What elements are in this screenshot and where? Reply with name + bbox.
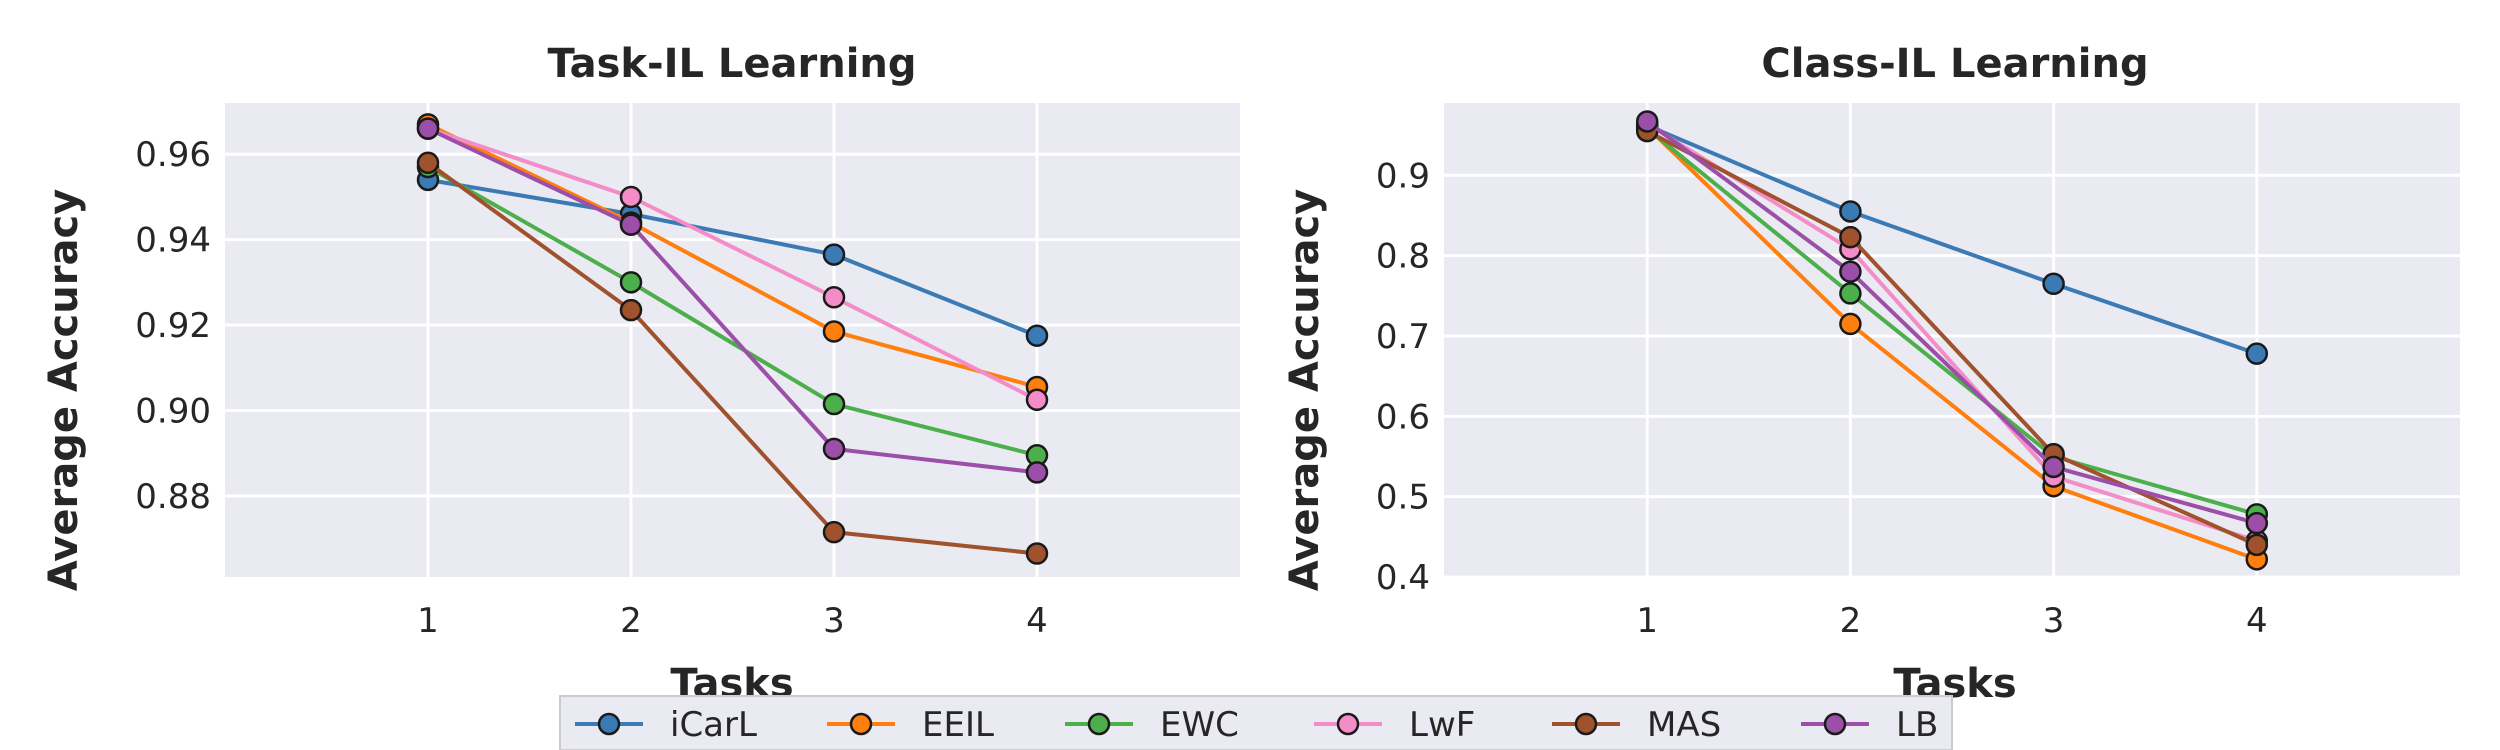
series-line [1646, 129, 2258, 547]
y-tick-label: 0.88 [135, 477, 211, 517]
data-point [619, 185, 643, 209]
y-tick-label: 0.8 [1376, 237, 1430, 277]
y-tick-label: 0.96 [135, 135, 211, 175]
y-tick-label: 0.9 [1376, 156, 1430, 196]
data-point [1635, 110, 1659, 133]
y-axis-label: Average Accuracy [1282, 189, 1328, 592]
x-tick-label: 4 [2246, 601, 2268, 641]
legend-entry: EWC [1065, 705, 1239, 745]
x-tick-label: 1 [1636, 601, 1658, 641]
legend: iCarL EEIL EWC LwF MAS LB [559, 695, 1953, 750]
series-line [427, 126, 1038, 402]
data-point [1839, 200, 1862, 223]
legend-marker [1336, 712, 1360, 736]
series-lb [1635, 110, 2269, 535]
legend-label: LwF [1409, 705, 1475, 745]
series-line [427, 165, 1038, 458]
data-point [2245, 342, 2269, 365]
x-tick-label: 2 [1840, 601, 1862, 641]
series-mas [416, 151, 1049, 565]
x-tick-label: 3 [823, 601, 845, 641]
data-point [2042, 455, 2065, 479]
legend-marker [1823, 712, 1847, 736]
data-point [822, 392, 846, 416]
legend-label: LB [1896, 705, 1938, 745]
data-point [822, 243, 846, 266]
gridlines [1444, 103, 2460, 579]
y-tick-label: 0.4 [1376, 558, 1430, 598]
data-point [619, 271, 643, 294]
data-point [822, 320, 846, 343]
data-point [1839, 312, 1862, 336]
legend-label: EWC [1160, 705, 1239, 745]
series-line [427, 122, 1038, 389]
data-point [822, 286, 846, 309]
y-axis-label: Average Accuracy [41, 189, 87, 592]
legend-label: iCarL [670, 705, 757, 745]
class-il-chart: Class-IL Learning Tasks Average Accuracy… [1282, 41, 2460, 707]
data-point [1025, 461, 1049, 484]
legend-marker [597, 712, 621, 736]
y-tick-label: 0.6 [1376, 397, 1430, 437]
x-tick-label: 3 [2043, 601, 2065, 641]
legend-entry: LB [1801, 705, 1938, 745]
data-point [1839, 282, 1862, 305]
task-il-chart: Task-IL Learning Tasks Average Accuracy … [41, 41, 1240, 707]
legend-marker [849, 712, 873, 736]
data-point [619, 298, 643, 322]
y-tick-label: 0.7 [1376, 317, 1430, 357]
data-point [1025, 324, 1049, 347]
chart-title: Task-IL Learning [547, 41, 916, 87]
data-point [2245, 533, 2269, 557]
legend-label: EEIL [922, 705, 994, 745]
data-point [2245, 511, 2269, 535]
x-tick-label: 4 [1026, 601, 1048, 641]
data-point [416, 117, 440, 140]
series-line [1645, 125, 2258, 562]
legend-entry: LwF [1314, 705, 1475, 745]
data-point [1025, 388, 1049, 412]
chart-title: Class-IL Learning [1761, 41, 2148, 87]
y-tick-label: 0.92 [135, 306, 211, 346]
legend-entry: MAS [1552, 705, 1721, 745]
y-tick-label: 0.90 [135, 391, 211, 431]
data-point [822, 520, 846, 544]
data-point [1839, 260, 1862, 283]
data-point [416, 151, 440, 175]
legend-entry: EEIL [827, 705, 994, 745]
data-point [822, 437, 846, 461]
y-tick-label: 0.94 [135, 221, 211, 261]
data-point [2042, 272, 2065, 296]
series-lb [416, 117, 1049, 484]
series-line [426, 161, 1038, 556]
data-point [1839, 225, 1862, 249]
legend-label: MAS [1647, 705, 1721, 745]
data-point [1025, 542, 1049, 565]
legend-box [559, 695, 1953, 750]
series-line [1645, 127, 2258, 517]
series-line [1646, 119, 2258, 526]
series-line [427, 126, 1038, 475]
x-tick-label: 1 [417, 601, 439, 641]
legend-marker [1574, 712, 1598, 736]
x-tick-label: 2 [620, 601, 642, 641]
y-tick-label: 0.5 [1376, 478, 1430, 518]
legend-marker [1087, 712, 1111, 736]
legend-entry: iCarL [575, 705, 757, 745]
series-line [1646, 123, 2258, 356]
plot-area [225, 103, 1240, 577]
series-line [1646, 122, 2258, 543]
data-point [619, 213, 643, 236]
series-line [427, 177, 1038, 338]
